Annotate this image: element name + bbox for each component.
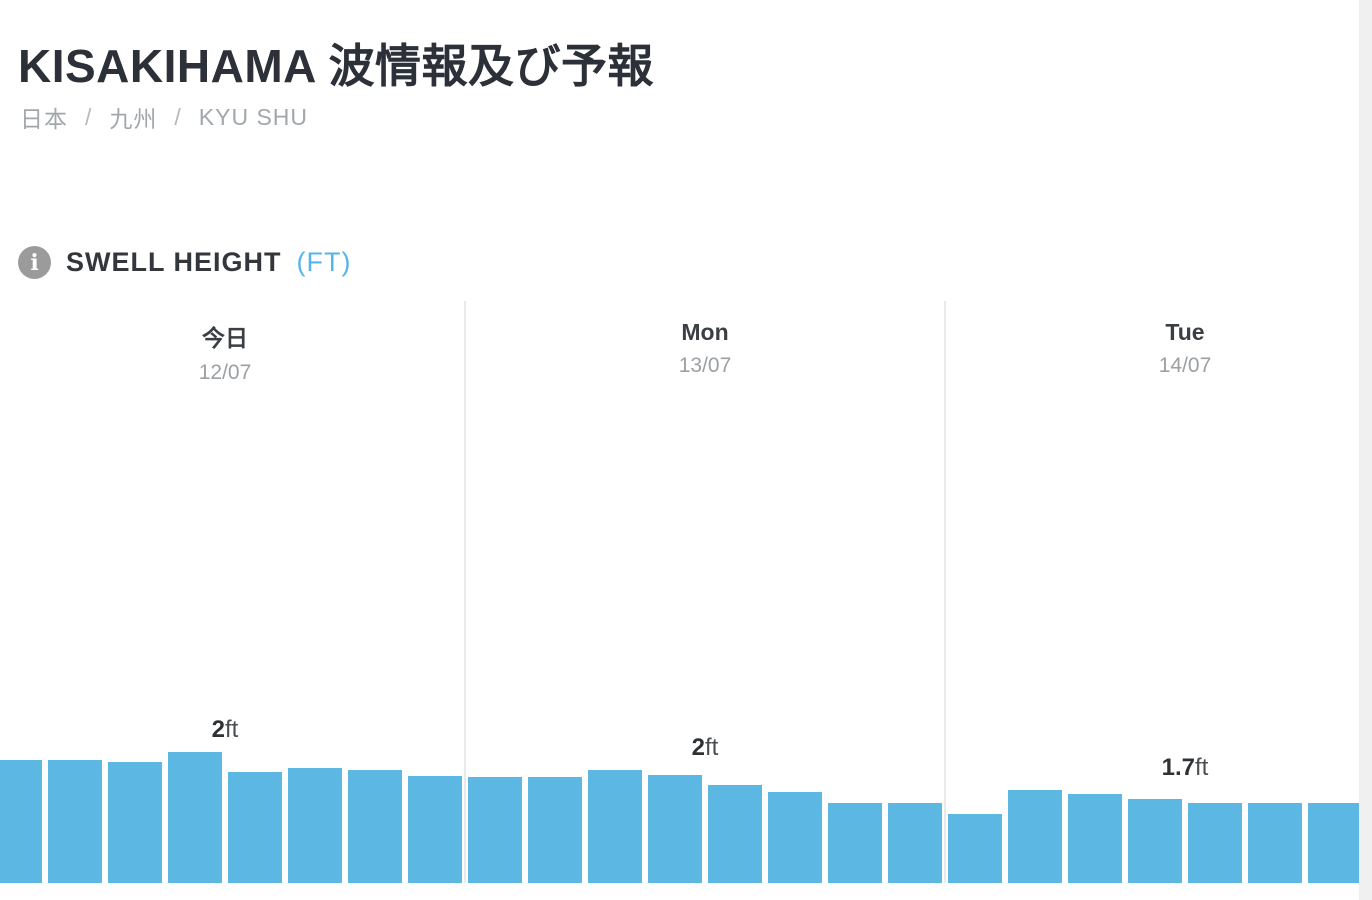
day-date: 12/07 — [198, 361, 252, 384]
breadcrumb-separator: / — [85, 103, 93, 130]
peak-unit: ft — [705, 734, 719, 761]
breadcrumb: 日本 / 九州 / KYU SHU — [20, 100, 308, 134]
swell-bar — [1248, 803, 1302, 883]
page-title: KISAKIHAMA 波情報及び予報 — [18, 40, 654, 92]
swell-height-section-header: i SWELL HEIGHT (FT) — [18, 246, 351, 279]
breadcrumb-item-region[interactable]: 九州 — [109, 106, 158, 132]
page-right-gutter — [1359, 0, 1372, 900]
peak-value: 1.7 — [1161, 754, 1196, 781]
day-header-today: 今日 12/07 — [0, 319, 465, 385]
swell-bar — [48, 760, 102, 883]
peak-swell-label: 1.7ft — [945, 754, 1372, 782]
swell-bar — [1188, 803, 1242, 883]
swell-bar — [348, 770, 402, 883]
day-date: 14/07 — [1158, 354, 1212, 377]
swell-bar — [288, 768, 342, 883]
day-divider — [464, 301, 466, 883]
swell-bar — [1308, 803, 1362, 883]
swell-bar — [708, 785, 762, 883]
swell-bar — [108, 762, 162, 883]
swell-bar — [828, 803, 882, 883]
breadcrumb-separator: / — [174, 103, 182, 130]
swell-height-chart: 今日 12/07 Mon 13/07 Tue 14/07 2ft 2ft 1.7… — [0, 301, 1372, 883]
peak-swell-label: 2ft — [0, 716, 465, 744]
peak-swell-label: 2ft — [465, 734, 945, 762]
swell-bar — [168, 752, 222, 883]
day-divider — [944, 301, 946, 883]
section-unit-label: (FT) — [296, 247, 352, 277]
breadcrumb-item-subregion[interactable]: KYU SHU — [198, 103, 309, 130]
breadcrumb-item-country[interactable]: 日本 — [20, 106, 68, 132]
day-name: Tue — [1165, 319, 1205, 345]
swell-bar — [648, 775, 702, 883]
swell-bar — [1068, 794, 1122, 883]
swell-bar — [1128, 799, 1182, 883]
section-title: SWELL HEIGHT — [66, 247, 282, 277]
swell-bar — [888, 803, 942, 883]
day-name: Mon — [681, 319, 729, 345]
swell-bar — [768, 792, 822, 883]
peak-unit: ft — [1195, 754, 1209, 781]
swell-bar — [408, 776, 462, 883]
info-icon[interactable]: i — [18, 246, 51, 279]
day-name: 今日 — [202, 325, 248, 351]
swell-bar — [0, 760, 42, 883]
swell-bar — [948, 814, 1002, 883]
day-date: 13/07 — [678, 354, 732, 377]
day-header-tue: Tue 14/07 — [945, 319, 1372, 378]
peak-value: 2 — [211, 716, 225, 743]
swell-bar — [588, 770, 642, 883]
swell-bar — [228, 772, 282, 883]
peak-value: 2 — [691, 734, 705, 761]
peak-unit: ft — [225, 716, 239, 743]
swell-bar — [528, 777, 582, 883]
swell-bar — [1008, 790, 1062, 883]
day-header-mon: Mon 13/07 — [465, 319, 945, 378]
swell-bar — [468, 777, 522, 883]
